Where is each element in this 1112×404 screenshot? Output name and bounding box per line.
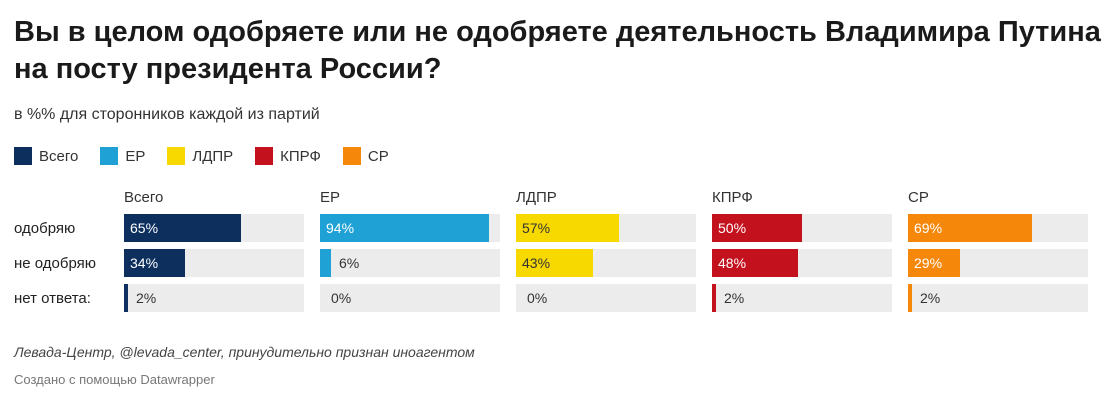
bar [908, 249, 960, 277]
data-label: 69% [914, 220, 943, 236]
data-label: 48% [718, 255, 747, 271]
bar-track: 34% [124, 249, 304, 277]
bar-track: 6% [320, 249, 500, 277]
legend-item: Всего [14, 147, 78, 165]
legend-label: КПРФ [280, 147, 321, 165]
data-label: 94% [326, 220, 355, 236]
legend-label: ЛДПР [192, 147, 234, 165]
bar-track: 2% [712, 284, 892, 312]
legend-swatch [14, 147, 32, 165]
legend-swatch [100, 147, 119, 165]
legend-item: КПРФ [255, 147, 321, 165]
bar [124, 214, 241, 242]
data-label: 57% [522, 220, 551, 236]
legend-label: СР [367, 147, 389, 165]
bar-track: 94% [320, 214, 500, 242]
data-label: 50% [718, 220, 747, 236]
data-label: 2% [724, 290, 745, 306]
bar-track: 2% [908, 284, 1088, 312]
legend: Всего ЕР ЛДПР КПРФ СР [14, 147, 389, 165]
bar-track: 65% [124, 214, 304, 242]
bar-track: 48% [712, 249, 892, 277]
row-label-approve: одобряю [14, 220, 76, 237]
bar [908, 214, 1032, 242]
data-label: 29% [914, 255, 943, 271]
bar [908, 284, 912, 312]
row-label-no-answer: нет ответа: [14, 290, 91, 307]
panel-title: КПРФ [712, 189, 753, 206]
data-label: 34% [130, 255, 159, 271]
legend-swatch [342, 147, 361, 165]
legend-item: СР [342, 147, 389, 165]
bar [712, 284, 716, 312]
bar [712, 249, 798, 277]
legend-swatch [255, 147, 274, 165]
bar [320, 249, 331, 277]
panel-title: СР [908, 189, 929, 206]
bar-track: 0% [320, 284, 500, 312]
panel-title: Всего [124, 189, 164, 206]
bar-track: 0% [516, 284, 696, 312]
bar [516, 214, 619, 242]
data-label: 2% [136, 290, 157, 306]
panel-title: ЛДПР [516, 189, 557, 206]
bar [124, 284, 128, 312]
bar-track: 29% [908, 249, 1088, 277]
data-label: 43% [522, 255, 551, 271]
bar-track: 50% [712, 214, 892, 242]
data-label: 0% [527, 290, 548, 306]
legend-swatch [167, 147, 186, 165]
row-label-disapprove: не одобряю [14, 255, 97, 272]
chart-title: Вы в целом одобряете или не одобряете де… [14, 16, 1101, 85]
bar-track: 2% [124, 284, 304, 312]
bar-track: 57% [516, 214, 696, 242]
legend-label: ЕР [125, 147, 146, 165]
bar [516, 249, 593, 277]
data-label: 6% [339, 255, 360, 271]
legend-item: ЛДПР [167, 147, 233, 165]
bar [712, 214, 802, 242]
legend-item: ЕР [100, 147, 145, 165]
panel-title: ЕР [320, 189, 341, 206]
data-label: 2% [920, 290, 941, 306]
bar [124, 249, 185, 277]
bar-track: 69% [908, 214, 1088, 242]
bar [320, 214, 489, 242]
legend-label: Всего [39, 147, 79, 165]
bar-track: 43% [516, 249, 696, 277]
data-label: 65% [130, 220, 159, 236]
source-note: Левада-Центр, @levada_center, принудител… [14, 344, 475, 360]
credit-note: Создано с помощью Datawrapper [14, 372, 215, 387]
chart-subtitle: в %% для сторонников каждой из партий [14, 106, 320, 123]
data-label: 0% [331, 290, 352, 306]
